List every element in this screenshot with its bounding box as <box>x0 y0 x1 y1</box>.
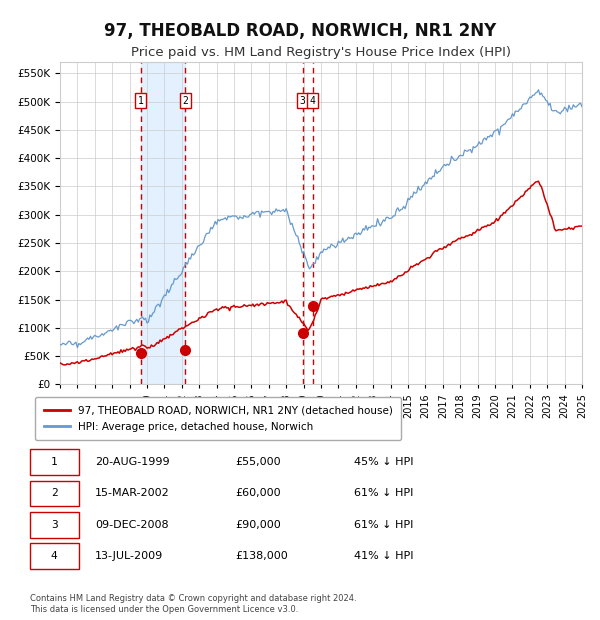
Text: 20-AUG-1999: 20-AUG-1999 <box>95 457 169 467</box>
Text: 4: 4 <box>51 551 58 561</box>
Text: 61% ↓ HPI: 61% ↓ HPI <box>354 520 413 530</box>
Text: 15-MAR-2002: 15-MAR-2002 <box>95 489 170 498</box>
Text: 61% ↓ HPI: 61% ↓ HPI <box>354 489 413 498</box>
Text: 2: 2 <box>51 489 58 498</box>
Text: 3: 3 <box>51 520 58 530</box>
Text: £60,000: £60,000 <box>235 489 281 498</box>
Bar <box>140 62 185 384</box>
Text: 2: 2 <box>182 95 188 105</box>
Text: 3: 3 <box>299 95 305 105</box>
Text: 97, THEOBALD ROAD, NORWICH, NR1 2NY: 97, THEOBALD ROAD, NORWICH, NR1 2NY <box>104 22 496 40</box>
Text: 1: 1 <box>51 457 58 467</box>
Text: 45% ↓ HPI: 45% ↓ HPI <box>354 457 413 467</box>
Text: £55,000: £55,000 <box>235 457 281 467</box>
Text: 09-DEC-2008: 09-DEC-2008 <box>95 520 169 530</box>
Text: £90,000: £90,000 <box>235 520 281 530</box>
Text: 41% ↓ HPI: 41% ↓ HPI <box>354 551 413 561</box>
Title: Price paid vs. HM Land Registry's House Price Index (HPI): Price paid vs. HM Land Registry's House … <box>131 46 511 60</box>
FancyBboxPatch shape <box>30 450 79 475</box>
Legend: 97, THEOBALD ROAD, NORWICH, NR1 2NY (detached house), HPI: Average price, detach: 97, THEOBALD ROAD, NORWICH, NR1 2NY (det… <box>35 397 401 440</box>
FancyBboxPatch shape <box>30 512 79 538</box>
Text: 13-JUL-2009: 13-JUL-2009 <box>95 551 163 561</box>
Text: 1: 1 <box>138 95 143 105</box>
Text: Contains HM Land Registry data © Crown copyright and database right 2024.
This d: Contains HM Land Registry data © Crown c… <box>30 595 356 614</box>
FancyBboxPatch shape <box>30 543 79 569</box>
FancyBboxPatch shape <box>30 480 79 507</box>
Text: 4: 4 <box>310 95 316 105</box>
Text: £138,000: £138,000 <box>235 551 288 561</box>
